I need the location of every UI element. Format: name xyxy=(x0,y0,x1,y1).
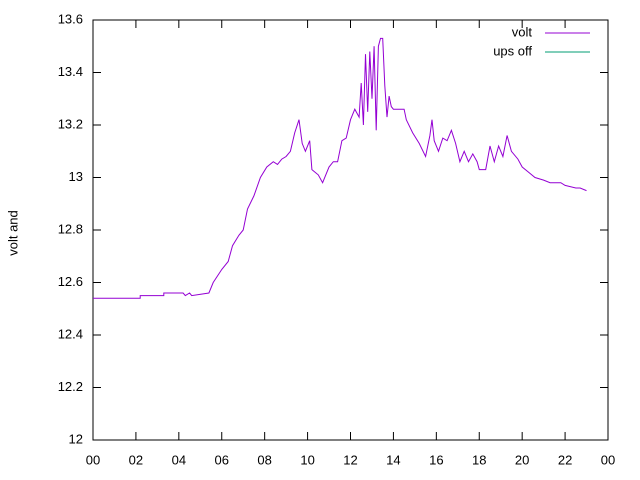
x-tick-label: 14 xyxy=(386,452,400,467)
x-tick-label: 04 xyxy=(172,452,186,467)
y-tick-label: 13.6 xyxy=(58,11,83,26)
x-tick-label: 00 xyxy=(86,452,100,467)
y-tick-label: 13.2 xyxy=(58,116,83,131)
x-tick-label: 12 xyxy=(343,452,357,467)
x-tick-label: 02 xyxy=(129,452,143,467)
y-tick-label: 13.4 xyxy=(58,64,83,79)
y-tick-label: 12.8 xyxy=(58,221,83,236)
x-tick-label: 10 xyxy=(300,452,314,467)
x-tick-label: 18 xyxy=(472,452,486,467)
legend-label: ups off xyxy=(493,43,532,58)
line xyxy=(93,37,587,299)
x-tick-label: 08 xyxy=(257,452,271,467)
y-tick-label: 12 xyxy=(69,431,83,446)
x-tick-label: 22 xyxy=(558,452,572,467)
y-tick-label: 12.6 xyxy=(58,274,83,289)
y-axis-label: volt and xyxy=(5,210,20,256)
y-tick-label: 13 xyxy=(69,169,83,184)
x-tick-label: 06 xyxy=(215,452,229,467)
y-tick-label: 12.2 xyxy=(58,379,83,394)
x-tick-label: 20 xyxy=(515,452,529,467)
x-tick-label: 00 xyxy=(601,452,615,467)
y-tick-label: 12.4 xyxy=(58,326,83,341)
x-tick-label: 16 xyxy=(429,452,443,467)
legend-label: volt xyxy=(512,24,533,39)
